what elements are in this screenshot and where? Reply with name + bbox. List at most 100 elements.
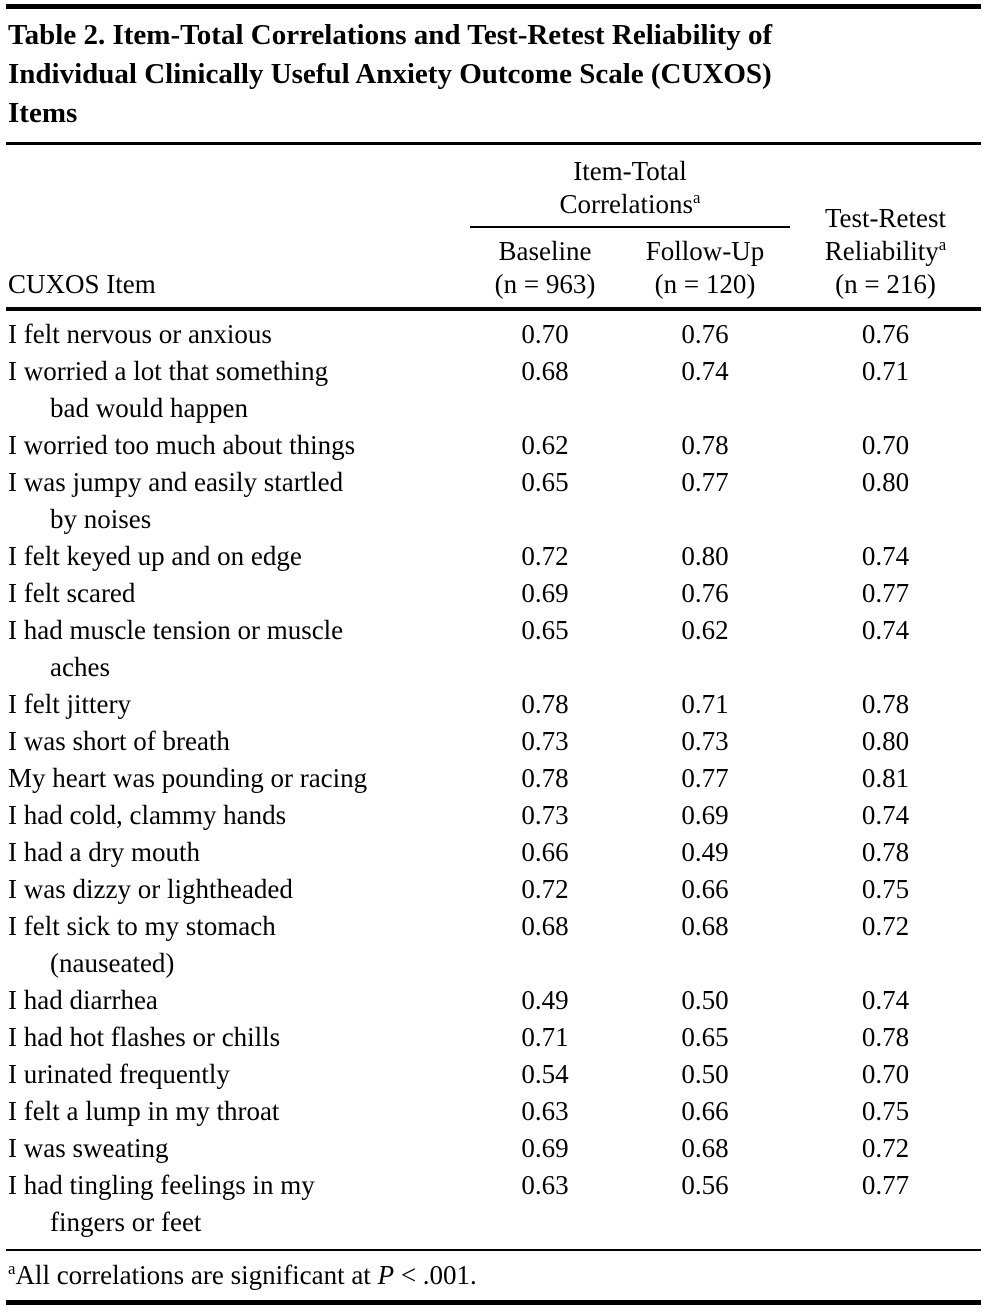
item-text: I had a dry mouth — [8, 837, 200, 867]
item-text: I was dizzy or lightheaded — [8, 874, 293, 904]
baseline-cell: 0.70 — [521, 319, 569, 349]
item-text-wrap: aches — [50, 652, 110, 682]
retest-label-line2: Reliability — [824, 236, 939, 266]
baseline-cell: 0.63 — [521, 1170, 569, 1200]
followup-cell: 0.66 — [681, 874, 729, 904]
test-retest-cell: 0.74 — [861, 615, 910, 645]
table-row: I had hot flashes or chills 0.71 0.65 0.78 — [6, 1019, 981, 1056]
baseline-cell: 0.72 — [521, 541, 569, 571]
test-retest-cell: 0.76 — [861, 319, 910, 349]
item-text: I felt a lump in my throat — [8, 1096, 280, 1126]
followup-cell: 0.69 — [681, 800, 729, 830]
test-retest-cell: 0.74 — [861, 800, 910, 830]
item-text: I had muscle tension or muscle — [8, 615, 344, 645]
item-text: I was jumpy and easily startled — [8, 467, 344, 497]
bottom-rule — [6, 1300, 981, 1305]
baseline-label: Baseline — [498, 236, 592, 266]
footnote-p-italic: P — [377, 1260, 395, 1290]
subcolumn-headers: Baseline (n = 963) Follow-Up (n = 120) — [470, 228, 790, 301]
item-cell: I worried a lot that something bad would … — [6, 353, 470, 427]
table-footnote: aAll correlations are significant at P <… — [6, 1251, 981, 1300]
column-group-label: Item-Total Correlationsa — [470, 155, 790, 228]
table-row: I had tingling feelings in my fingers or … — [6, 1167, 981, 1241]
table-row: I felt nervous or anxious 0.70 0.76 0.76 — [6, 316, 981, 353]
test-retest-cell: 0.72 — [861, 911, 910, 941]
item-text-wrap: (nauseated) — [50, 948, 175, 978]
item-cell: I had a dry mouth — [6, 834, 470, 871]
baseline-cell: 0.72 — [521, 874, 569, 904]
table-row: I had cold, clammy hands 0.73 0.69 0.74 — [6, 797, 981, 834]
table-row: I was short of breath 0.73 0.73 0.80 — [6, 723, 981, 760]
item-text: I felt keyed up and on edge — [8, 541, 302, 571]
followup-cell: 0.71 — [681, 689, 729, 719]
header-rule — [6, 307, 981, 311]
baseline-cell: 0.49 — [521, 985, 569, 1015]
test-retest-cell: 0.75 — [861, 874, 910, 904]
item-cell: I urinated frequently — [6, 1056, 470, 1093]
retest-label-line1: Test-Retest — [824, 203, 947, 233]
group-label-line2: Correlations — [559, 189, 694, 219]
item-cell: I had diarrhea — [6, 982, 470, 1019]
footnote-marker: a — [693, 188, 701, 207]
followup-cell: 0.77 — [681, 763, 729, 793]
footnote-marker: a — [8, 1259, 16, 1278]
table-row: I felt a lump in my throat 0.63 0.66 0.75 — [6, 1093, 981, 1130]
title-line-3: Items — [8, 97, 78, 129]
followup-cell: 0.78 — [681, 430, 729, 460]
baseline-cell: 0.54 — [521, 1059, 569, 1089]
table-row: I had diarrhea 0.49 0.50 0.74 — [6, 982, 981, 1019]
item-cell: I worried too much about things — [6, 427, 470, 464]
baseline-cell: 0.68 — [521, 356, 569, 386]
item-cell: I felt scared — [6, 575, 470, 612]
item-text: I had cold, clammy hands — [8, 800, 287, 830]
baseline-cell: 0.71 — [521, 1022, 569, 1052]
item-text: I was sweating — [8, 1133, 169, 1163]
table-row: I felt keyed up and on edge 0.72 0.80 0.74 — [6, 538, 981, 575]
baseline-n: (n = 963) — [494, 269, 596, 299]
item-cell: My heart was pounding or racing — [6, 760, 470, 797]
test-retest-cell: 0.80 — [861, 467, 910, 497]
followup-cell: 0.68 — [681, 911, 729, 941]
group-label-line1: Item-Total — [573, 156, 687, 186]
followup-cell: 0.73 — [681, 726, 729, 756]
baseline-cell: 0.69 — [521, 578, 569, 608]
table-row: I felt jittery 0.78 0.71 0.78 — [6, 686, 981, 723]
followup-cell: 0.68 — [681, 1133, 729, 1163]
item-cell: I felt a lump in my throat — [6, 1093, 470, 1130]
item-text: I worried a lot that something — [8, 356, 329, 386]
title-rule — [6, 142, 981, 145]
followup-cell: 0.56 — [681, 1170, 729, 1200]
baseline-cell: 0.73 — [521, 800, 569, 830]
table-body: I felt nervous or anxious 0.70 0.76 0.76 I w… — [6, 311, 981, 1249]
column-header-baseline: Baseline (n = 963) — [470, 235, 620, 301]
followup-cell: 0.50 — [681, 985, 729, 1015]
item-text: I felt jittery — [8, 689, 131, 719]
item-cell: I was sweating — [6, 1130, 470, 1167]
baseline-cell: 0.68 — [521, 911, 569, 941]
followup-cell: 0.74 — [681, 356, 729, 386]
column-group-item-total: Item-Total Correlationsa Baseline (n = 963… — [470, 155, 790, 301]
title-line-2: Individual Clinically Useful Anxiety Out… — [8, 58, 772, 90]
item-cell: I was dizzy or lightheaded — [6, 871, 470, 908]
test-retest-cell: 0.77 — [861, 1170, 910, 1200]
item-cell: I had tingling feelings in my fingers or … — [6, 1167, 470, 1241]
item-cell: I was short of breath — [6, 723, 470, 760]
baseline-cell: 0.78 — [521, 689, 569, 719]
followup-cell: 0.65 — [681, 1022, 729, 1052]
baseline-cell: 0.65 — [521, 467, 569, 497]
followup-cell: 0.62 — [681, 615, 729, 645]
table-row: I worried too much about things 0.62 0.78 0… — [6, 427, 981, 464]
baseline-cell: 0.66 — [521, 837, 569, 867]
followup-cell: 0.66 — [681, 1096, 729, 1126]
test-retest-cell: 0.70 — [861, 430, 910, 460]
test-retest-cell: 0.75 — [861, 1096, 910, 1126]
item-cell: I felt keyed up and on edge — [6, 538, 470, 575]
table-row: I was sweating 0.69 0.68 0.72 — [6, 1130, 981, 1167]
item-text: I felt nervous or anxious — [8, 319, 272, 349]
test-retest-cell: 0.78 — [861, 837, 910, 867]
footnote-text-after: < .001. — [394, 1260, 477, 1290]
test-retest-cell: 0.74 — [861, 541, 910, 571]
item-cell: I had cold, clammy hands — [6, 797, 470, 834]
item-text-wrap: fingers or feet — [50, 1207, 202, 1237]
